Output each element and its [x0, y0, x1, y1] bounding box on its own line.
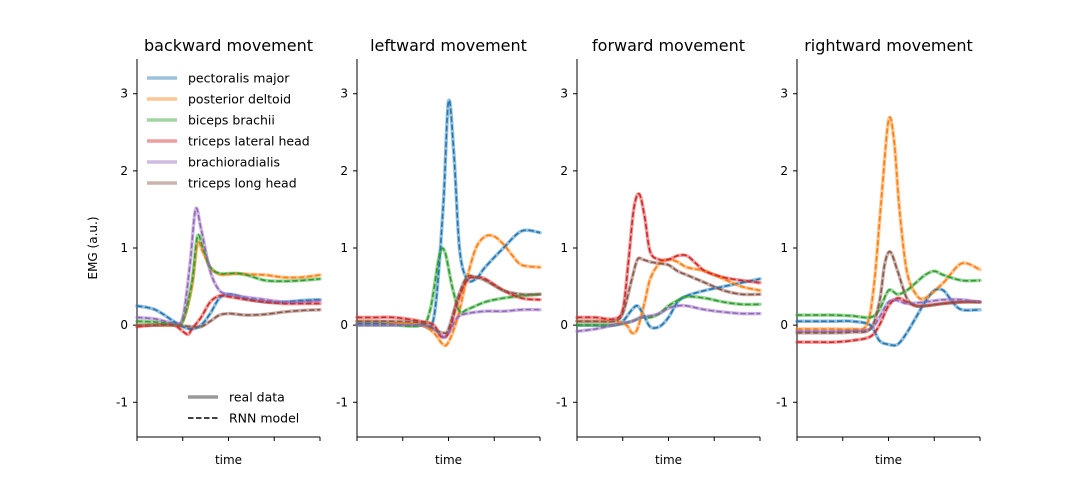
rnn-model-line — [576, 193, 761, 321]
y-tick-label: 2 — [120, 164, 128, 178]
panel-title: forward movement — [592, 36, 745, 55]
x-axis-label: time — [215, 453, 242, 467]
panel-title: backward movement — [144, 36, 313, 55]
rnn-model-line — [136, 308, 321, 328]
legend-label: brachioradialis — [188, 155, 280, 170]
x-axis-label: time — [875, 453, 902, 467]
y-tick-label: 0 — [340, 318, 348, 332]
real-data-line — [135, 206, 322, 326]
y-axis-label: EMG (a.u.) — [86, 217, 100, 280]
rnn-model-line — [356, 234, 541, 347]
rnn-model-line — [136, 294, 321, 336]
legend-label: biceps brachii — [188, 113, 275, 128]
rnn-model-line — [576, 257, 761, 323]
real-data-line — [795, 287, 982, 348]
y-tick-label: 0 — [780, 318, 788, 332]
rnn-model-line — [576, 258, 761, 335]
y-tick-label: 2 — [340, 164, 348, 178]
y-tick-label: 3 — [780, 87, 788, 101]
y-tick-label: 1 — [340, 241, 348, 255]
y-tick-label: 2 — [560, 164, 568, 178]
rnn-model-line — [136, 207, 321, 325]
y-tick-label: 3 — [560, 87, 568, 101]
rnn-model-line — [796, 298, 981, 333]
legend-model-label: RNN model — [229, 411, 299, 426]
rnn-model-line — [576, 295, 761, 327]
panel-title: leftward movement — [370, 36, 527, 55]
legend-label: posterior deltoid — [188, 92, 291, 107]
rnn-model-line — [576, 304, 761, 333]
real-data-line — [575, 192, 762, 322]
rnn-model-line — [797, 270, 981, 319]
legend-real-label: real data — [229, 390, 285, 405]
legend-label: triceps long head — [188, 176, 297, 191]
x-axis-label: time — [435, 453, 462, 467]
y-tick-label: 1 — [780, 241, 788, 255]
y-tick-label: 3 — [120, 87, 128, 101]
legend-label: pectoralis major — [188, 71, 290, 86]
y-tick-label: 0 — [120, 318, 128, 332]
y-tick-label: 2 — [780, 164, 788, 178]
y-tick-label: -1 — [556, 395, 568, 409]
legend-label: triceps lateral head — [188, 134, 310, 149]
y-tick-label: -1 — [336, 395, 348, 409]
rnn-model-line — [796, 288, 981, 347]
rnn-model-line — [797, 250, 981, 334]
rnn-model-line — [357, 276, 541, 339]
y-tick-label: 1 — [560, 241, 568, 255]
rnn-model-line — [797, 116, 981, 331]
rnn-model-line — [356, 247, 541, 328]
rnn-model-line — [356, 308, 541, 338]
real-data-line — [355, 246, 542, 329]
y-tick-label: -1 — [116, 395, 128, 409]
panel-title: rightward movement — [804, 36, 973, 55]
y-tick-label: 0 — [560, 318, 568, 332]
y-tick-label: 3 — [340, 87, 348, 101]
x-axis-label: time — [655, 453, 682, 467]
y-tick-label: -1 — [776, 395, 788, 409]
y-tick-label: 1 — [120, 241, 128, 255]
